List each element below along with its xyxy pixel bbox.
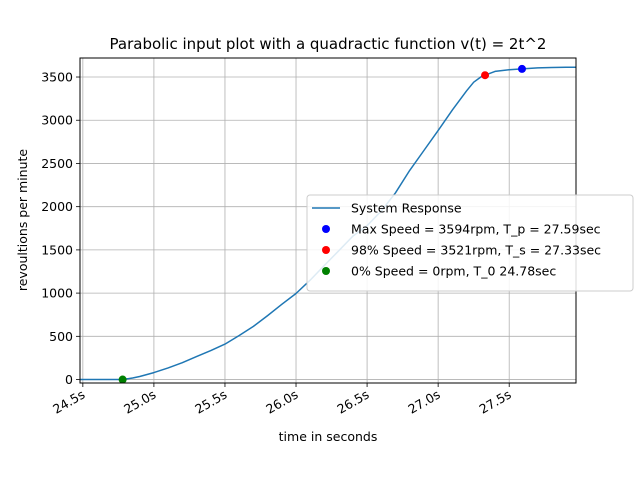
x-tick-label: 27.5s xyxy=(476,387,513,417)
x-tick-label: 24.5s xyxy=(50,387,87,417)
data-point xyxy=(118,375,127,384)
y-tick-label: 500 xyxy=(49,329,73,344)
y-axis: 0 500 1000 1500 2000 2500 3000 3500 xyxy=(41,70,80,387)
legend: System Response Max Speed = 3594rpm, T_p … xyxy=(306,194,634,292)
chart-title: Parabolic input plot with a quadractic f… xyxy=(110,35,547,53)
x-tick-label: 26.0s xyxy=(263,387,300,417)
legend-entry-label: 0% Speed = 0rpm, T_0 24.78sec xyxy=(351,264,556,279)
y-tick-label: 3000 xyxy=(41,113,73,128)
legend-box xyxy=(306,194,634,292)
y-tick-label: 0 xyxy=(65,372,73,387)
x-tick-label: 25.0s xyxy=(121,387,158,417)
y-axis-label: revoultions per minute xyxy=(15,149,30,292)
x-axis-label: time in seconds xyxy=(279,429,378,444)
x-tick-label: 26.5s xyxy=(334,387,371,417)
y-tick-label: 2500 xyxy=(41,156,73,171)
y-tick-label: 2000 xyxy=(41,199,73,214)
legend-marker-swatch xyxy=(322,225,330,233)
y-tick-label: 1000 xyxy=(41,286,73,301)
legend-entry-label: System Response xyxy=(351,201,462,216)
x-axis: 24.5s 25.0s 25.5s 26.0s 26.5s 27.0s 27.5s xyxy=(50,383,514,417)
legend-marker-swatch xyxy=(322,267,330,275)
data-point xyxy=(481,71,490,80)
y-tick-label: 1500 xyxy=(41,242,73,257)
legend-marker-swatch xyxy=(322,246,330,254)
data-point xyxy=(517,64,526,73)
x-tick-label: 25.5s xyxy=(192,387,229,417)
y-tick-label: 3500 xyxy=(41,70,73,85)
x-tick-label: 27.0s xyxy=(405,387,442,417)
legend-entry-label: 98% Speed = 3521rpm, T_s = 27.33sec xyxy=(351,243,601,258)
legend-entry-label: Max Speed = 3594rpm, T_p = 27.59sec xyxy=(351,222,601,237)
